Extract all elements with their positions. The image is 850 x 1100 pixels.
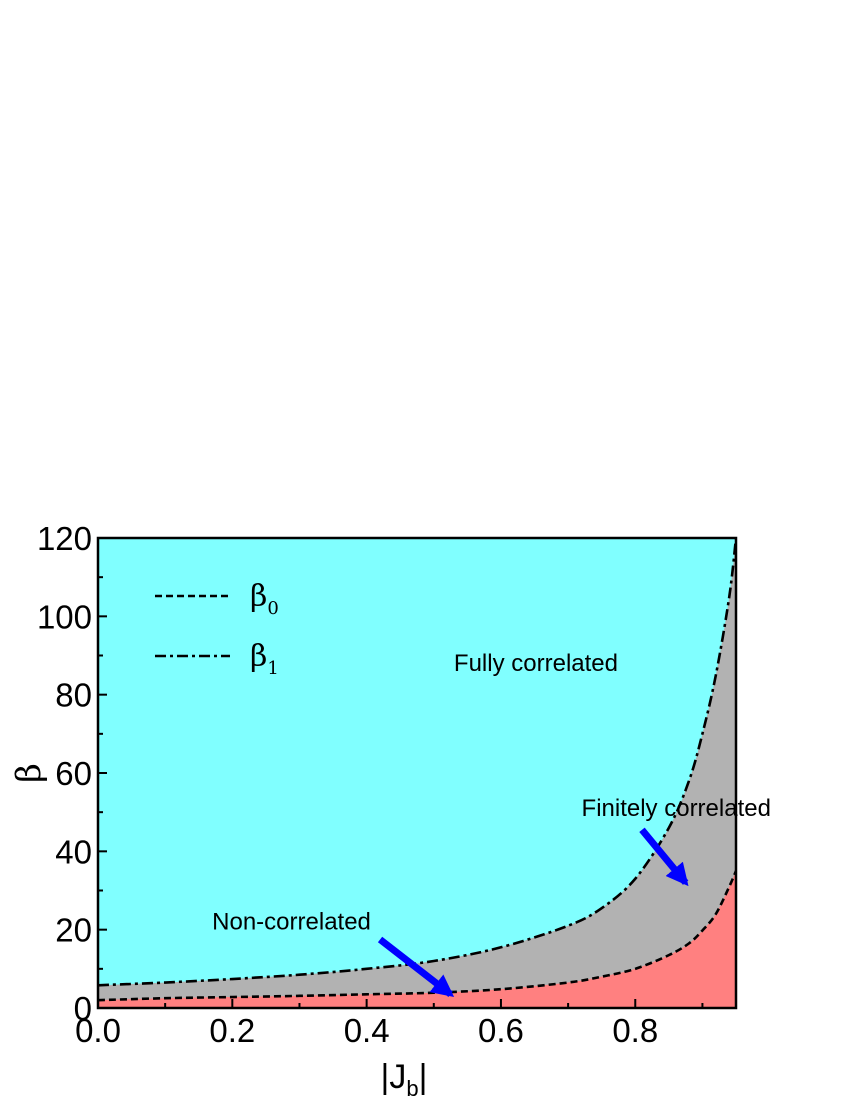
x-axis-title: |Jb|: [381, 1058, 428, 1100]
x-tick-label: 0.4: [344, 1012, 390, 1049]
y-tick-label: 40: [55, 833, 92, 870]
non-correlated-region: [98, 870, 736, 1008]
x-tick-label: 0.2: [209, 1012, 255, 1049]
annotation-arrow: [639, 827, 689, 887]
series-lines: [98, 538, 736, 1002]
x-tick-label: 0.8: [612, 1012, 658, 1049]
annotations: Fully correlated Finitely correlated Non-c…: [212, 650, 771, 998]
region-annotation: Non-correlated: [212, 909, 371, 936]
region-annotation: Finitely correlated: [582, 795, 771, 822]
y-tick-label: 20: [55, 912, 92, 949]
y-tick-label: 0: [74, 990, 92, 1027]
y-axis-title: β: [9, 763, 49, 783]
legend-beta1-label: β1: [250, 639, 279, 679]
legend-beta0-label: β0: [250, 579, 279, 619]
y-tick-label: 60: [55, 755, 92, 792]
region-annotation: Fully correlated: [454, 650, 618, 677]
x-axis: 0.0 0.2 0.4 0.6 0.8: [75, 999, 704, 1049]
y-tick-label: 100: [37, 598, 92, 635]
beta1-line: [98, 538, 736, 987]
legend: β0 β1: [155, 579, 279, 679]
plot-regions: [98, 538, 736, 1008]
x-tick-label: 0.6: [478, 1012, 524, 1049]
beta0-line: [98, 870, 736, 1002]
y-axis: 0 20 40 60 80 100 120: [37, 520, 107, 1027]
x-tick-label: 0.0: [75, 1012, 121, 1049]
y-tick-label: 80: [55, 677, 92, 714]
y-tick-label: 120: [37, 520, 92, 557]
annotation-arrow: [377, 936, 455, 998]
